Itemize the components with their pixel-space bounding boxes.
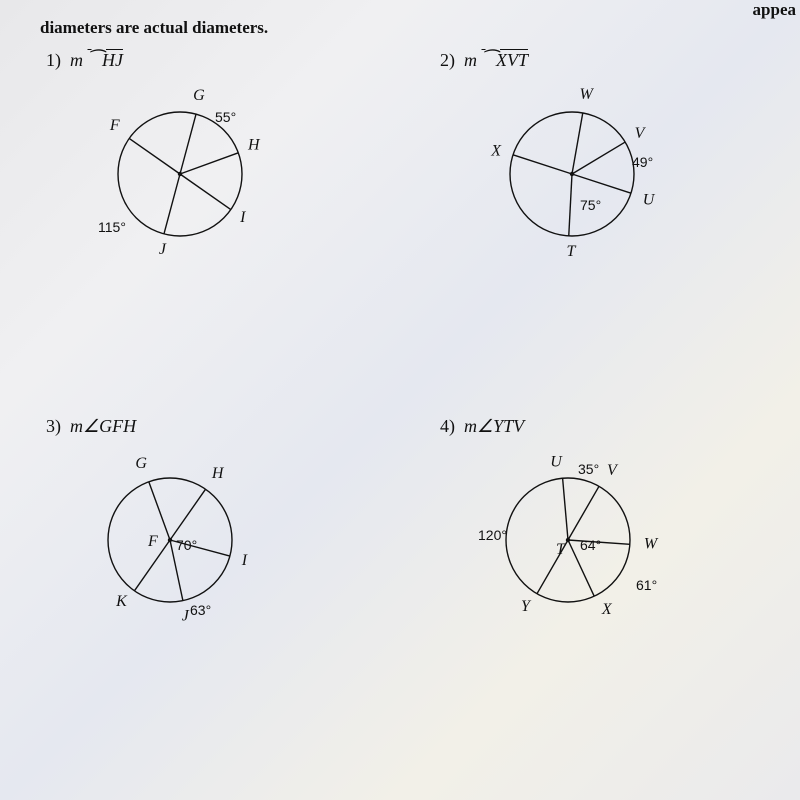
diagram-1: G H I J F 55° 115° bbox=[90, 84, 290, 284]
svg-text:F: F bbox=[109, 117, 120, 134]
svg-text:K: K bbox=[115, 593, 128, 610]
svg-text:H: H bbox=[211, 465, 225, 482]
svg-text:49°: 49° bbox=[632, 154, 653, 170]
svg-text:X: X bbox=[490, 143, 502, 160]
svg-text:T: T bbox=[556, 541, 566, 558]
diagram-3: G H I J K F 70° 63° bbox=[80, 450, 280, 650]
svg-text:55°: 55° bbox=[215, 109, 236, 125]
svg-text:61°: 61° bbox=[636, 577, 657, 593]
problem-3-label: 3) m∠GFH bbox=[46, 416, 136, 437]
svg-text:U: U bbox=[643, 191, 656, 208]
problem-2-label: 2) m ⁀XVT bbox=[440, 50, 528, 71]
svg-text:X: X bbox=[601, 601, 613, 618]
svg-text:F: F bbox=[147, 533, 158, 550]
svg-text:V: V bbox=[635, 125, 647, 142]
svg-text:120°: 120° bbox=[478, 527, 507, 543]
svg-text:G: G bbox=[135, 455, 147, 472]
svg-text:H: H bbox=[247, 136, 261, 153]
svg-text:T: T bbox=[567, 243, 577, 260]
svg-text:35°: 35° bbox=[578, 461, 599, 477]
svg-text:115°: 115° bbox=[98, 219, 126, 235]
problem-4-label: 4) m∠YTV bbox=[440, 416, 524, 437]
svg-text:W: W bbox=[579, 86, 594, 103]
diagram-2: W V U T X 49° 75° bbox=[482, 84, 682, 284]
svg-text:70°: 70° bbox=[176, 537, 197, 553]
svg-text:G: G bbox=[193, 87, 205, 104]
svg-text:64°: 64° bbox=[580, 537, 601, 553]
diagram-4: U V W X Y T 35° 64° 61° 120° bbox=[478, 450, 678, 650]
svg-text:I: I bbox=[241, 552, 248, 569]
svg-text:75°: 75° bbox=[580, 197, 601, 213]
svg-text:W: W bbox=[644, 536, 659, 553]
svg-text:I: I bbox=[239, 209, 246, 226]
svg-text:J: J bbox=[159, 241, 167, 258]
svg-text:63°: 63° bbox=[190, 602, 211, 618]
svg-text:U: U bbox=[550, 453, 563, 470]
header-fragment-right: appea bbox=[753, 0, 796, 20]
svg-text:J: J bbox=[182, 608, 190, 625]
problem-1-label: 1) m ⁀HJ bbox=[46, 50, 123, 71]
header-line-2: diameters are actual diameters. bbox=[40, 18, 268, 38]
svg-text:V: V bbox=[607, 462, 619, 479]
svg-text:Y: Y bbox=[521, 598, 532, 615]
